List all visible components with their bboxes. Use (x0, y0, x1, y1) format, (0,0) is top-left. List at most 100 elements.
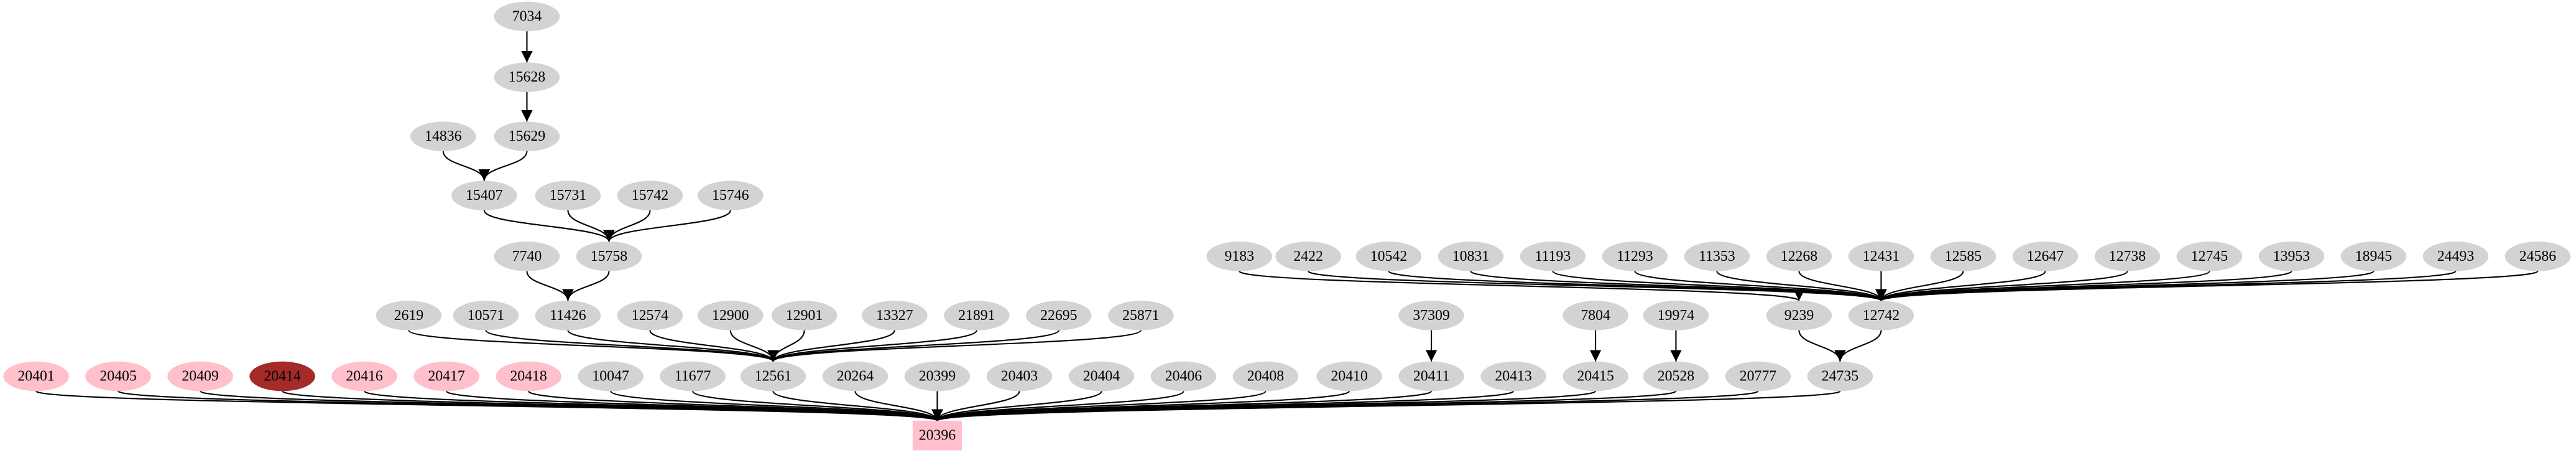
node-label: 12745 (2191, 248, 2228, 265)
edge (562, 271, 610, 301)
node (1725, 361, 1791, 392)
node (578, 361, 644, 392)
edge (1552, 270, 1887, 302)
node (1684, 242, 1750, 271)
edge (478, 151, 528, 181)
node (1232, 361, 1299, 392)
edge (442, 151, 490, 181)
node (2258, 242, 2325, 271)
node (1930, 242, 1997, 271)
node (1520, 242, 1586, 271)
node-label: 20399 (919, 368, 956, 385)
node (1316, 361, 1382, 392)
edge (931, 390, 1184, 421)
edge (1876, 270, 2539, 302)
node (617, 301, 683, 331)
node (2504, 242, 2571, 271)
node-label: 20408 (1247, 368, 1284, 385)
node-label: 7740 (512, 248, 542, 265)
node (376, 301, 442, 331)
node-label: 20404 (1083, 368, 1120, 385)
node-label: 24586 (2519, 248, 2557, 265)
edge (932, 390, 1677, 421)
edge (772, 390, 943, 421)
node (944, 301, 1010, 331)
node-label: 12268 (1781, 248, 1817, 265)
node (1563, 361, 1628, 392)
node-label: 15407 (466, 187, 503, 204)
node (1643, 361, 1709, 392)
node-label: 12647 (2027, 248, 2064, 265)
node-label: 11353 (1699, 248, 1735, 265)
node (2176, 242, 2243, 271)
node-label: 12574 (632, 307, 668, 324)
node-label: 37309 (1413, 307, 1449, 324)
node-label: 20396 (919, 428, 956, 444)
node (331, 361, 397, 392)
node-label: 2422 (1293, 248, 1323, 265)
node (1355, 242, 1422, 271)
edge (567, 210, 615, 242)
node-label: 20409 (182, 368, 218, 385)
edge (931, 390, 1102, 421)
node (986, 361, 1053, 392)
node-label: 25871 (1122, 307, 1159, 324)
edge (1388, 270, 1887, 302)
edge (408, 329, 779, 362)
node-label: 15758 (591, 248, 627, 265)
edge (1875, 270, 2128, 302)
edge (1875, 271, 2046, 301)
node (3, 361, 69, 392)
node (862, 301, 928, 331)
node (494, 1, 560, 32)
node (1480, 361, 1546, 392)
node-label: 20406 (1165, 368, 1203, 385)
node (2340, 242, 2407, 271)
node (249, 361, 315, 392)
node-label: 20264 (837, 368, 874, 385)
node-label: 12585 (1945, 248, 1982, 265)
node (698, 181, 764, 210)
node-box (912, 420, 963, 451)
node (698, 301, 764, 331)
node-label: 20413 (1495, 368, 1531, 385)
node-label: 12738 (2109, 248, 2146, 265)
node (496, 361, 561, 392)
node-label: 19974 (1658, 307, 1695, 324)
node (494, 242, 560, 271)
node (576, 242, 642, 271)
node-label: 15628 (509, 69, 545, 85)
node-label: 20401 (17, 368, 54, 385)
node-label: 20416 (346, 368, 382, 385)
node (2012, 242, 2079, 271)
edge (567, 330, 779, 362)
node-label: 7034 (512, 8, 542, 24)
node-label: 18945 (2355, 248, 2392, 265)
node (660, 361, 726, 392)
node-label: 7804 (1581, 307, 1610, 324)
node-label: 24493 (2437, 248, 2474, 265)
edge (1875, 270, 2375, 302)
node (451, 181, 517, 210)
node (453, 301, 519, 331)
edge (1834, 330, 1882, 362)
node-label: 20403 (1001, 368, 1038, 385)
node-label: 21891 (958, 307, 995, 324)
node-label: 20528 (1658, 368, 1694, 385)
node (1150, 361, 1217, 392)
edge (603, 210, 731, 242)
edge (603, 210, 651, 242)
node-label: 20414 (264, 368, 300, 385)
node-label: 11426 (550, 307, 586, 324)
node-label: 14836 (425, 128, 462, 144)
edge (767, 329, 1142, 362)
node (740, 361, 806, 392)
node-label: 15742 (632, 187, 668, 204)
node-label: 2619 (394, 307, 424, 324)
edge (526, 271, 574, 301)
node (1563, 301, 1628, 331)
edge (35, 390, 943, 421)
node-label: 22695 (1040, 307, 1077, 324)
node-label: 24735 (1822, 368, 1858, 385)
